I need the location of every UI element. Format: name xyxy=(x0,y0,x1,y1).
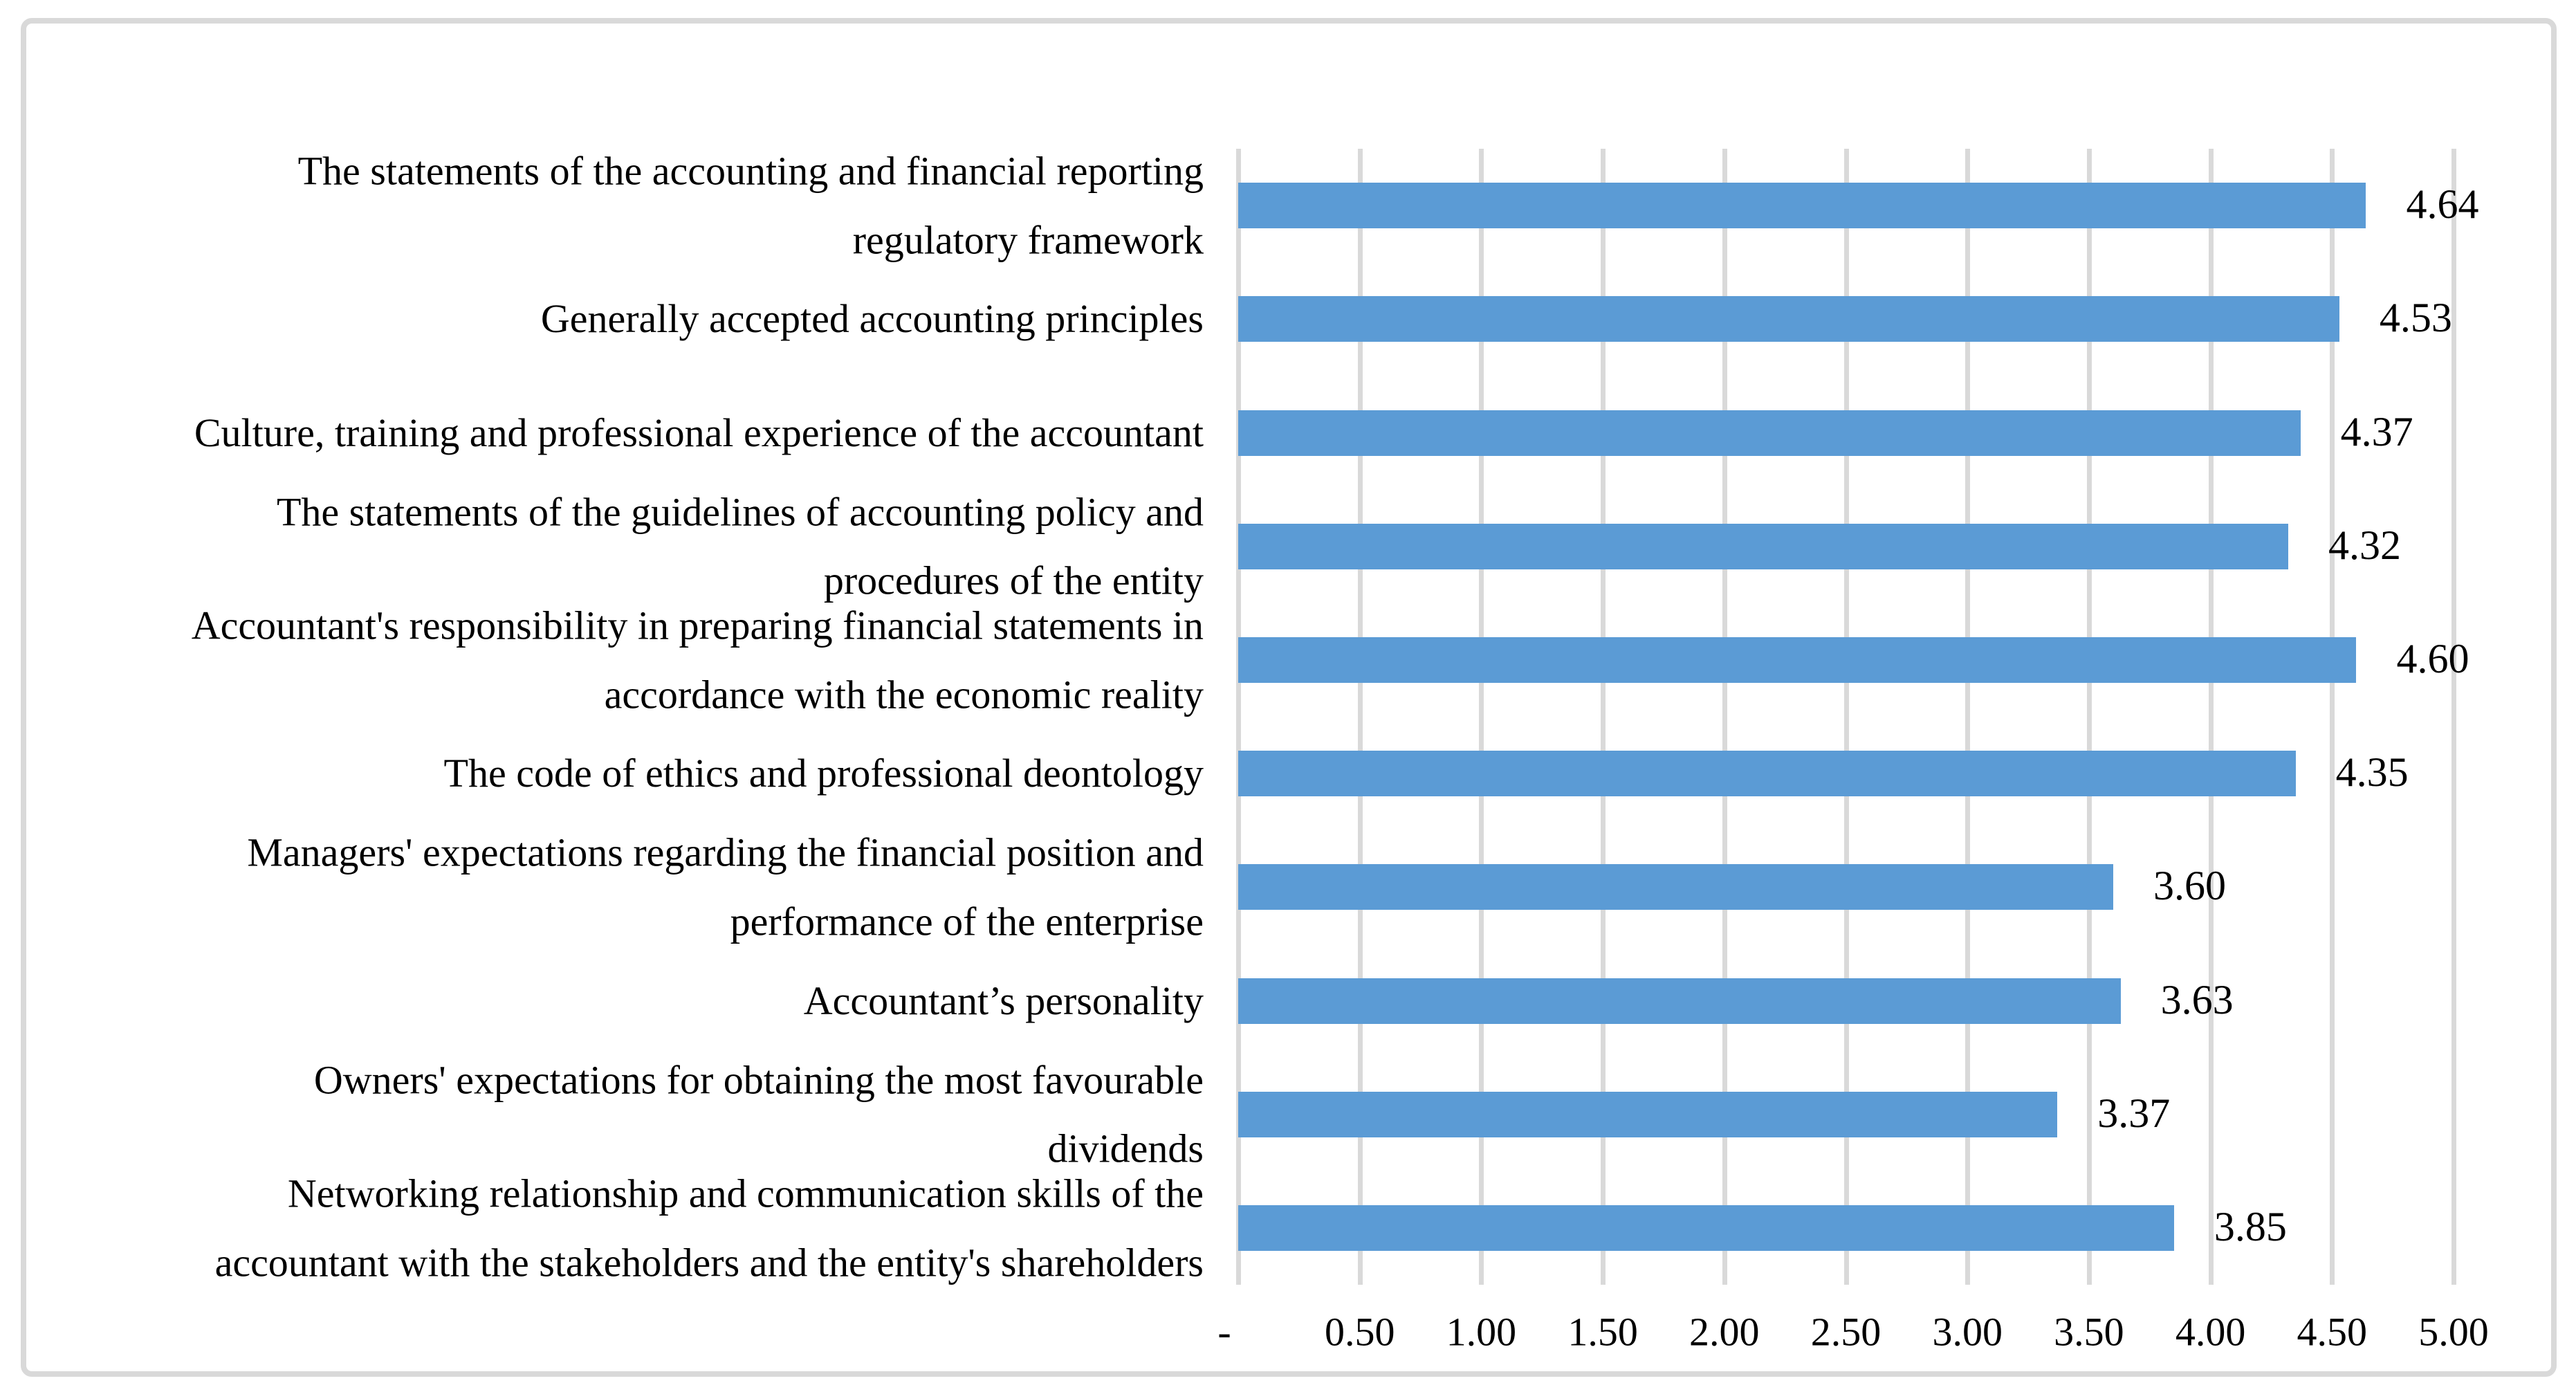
x-tick-label: 2.00 xyxy=(1689,1309,1760,1355)
x-tick-label: 5.00 xyxy=(2418,1309,2489,1355)
category-label: The statements of the accounting and fin… xyxy=(297,148,1204,263)
gridline xyxy=(2208,149,2214,1285)
bar xyxy=(1238,751,2296,797)
bar xyxy=(1238,410,2301,456)
bar-value-label: 4.37 xyxy=(2340,408,2413,455)
bar xyxy=(1238,523,2289,569)
bar-value-label: 4.60 xyxy=(2396,636,2469,682)
category-label: Culture, training and professional exper… xyxy=(194,410,1204,455)
bar xyxy=(1238,296,2339,342)
x-tick-label: 4.00 xyxy=(2175,1309,2246,1355)
gridline xyxy=(2086,149,2092,1285)
bar-value-label: 3.37 xyxy=(2097,1090,2171,1136)
gridline xyxy=(2330,149,2335,1285)
gridline xyxy=(1722,149,1727,1285)
gridline xyxy=(1479,149,1484,1285)
x-tick-label: 0.50 xyxy=(1324,1309,1395,1355)
bar-value-label: 4.35 xyxy=(2335,749,2409,796)
category-label: Owners' expectations for obtaining the m… xyxy=(313,1056,1204,1171)
gridline xyxy=(1601,149,1606,1285)
bar xyxy=(1238,1205,2174,1251)
bar xyxy=(1238,864,2114,910)
x-tick-label: 1.00 xyxy=(1446,1309,1517,1355)
x-tick-label: 2.50 xyxy=(1810,1309,1882,1355)
category-label: Accountant’s personality xyxy=(803,978,1204,1023)
gridline xyxy=(1236,149,1241,1285)
bar-value-label: 3.63 xyxy=(2160,976,2234,1023)
bar-value-label: 3.85 xyxy=(2214,1204,2287,1250)
category-label: Accountant's responsibility in preparing… xyxy=(191,603,1204,717)
gridline xyxy=(2451,149,2456,1285)
category-label: Generally accepted accounting principles xyxy=(540,296,1204,342)
category-label: Networking relationship and communicatio… xyxy=(214,1171,1204,1285)
category-label: The code of ethics and professional deon… xyxy=(443,751,1204,796)
bar-value-label: 4.53 xyxy=(2379,295,2452,341)
bar-value-label: 3.60 xyxy=(2153,863,2227,909)
chart-border-frame xyxy=(21,18,2557,1377)
bar xyxy=(1238,1091,2058,1137)
x-tick-label: 3.00 xyxy=(1932,1309,2003,1355)
x-tick-label: 1.50 xyxy=(1567,1309,1638,1355)
x-tick-label: 4.50 xyxy=(2297,1309,2368,1355)
x-tick-label: 3.50 xyxy=(2054,1309,2124,1355)
x-tick-label: - xyxy=(1217,1309,1231,1355)
category-label: Managers' expectations regarding the fin… xyxy=(247,830,1204,944)
bar-value-label: 4.32 xyxy=(2328,522,2402,568)
gridline xyxy=(1965,149,1971,1285)
bar xyxy=(1238,183,2366,229)
bar xyxy=(1238,637,2357,683)
bar xyxy=(1238,978,2121,1024)
bar-value-label: 4.64 xyxy=(2406,181,2479,228)
category-label: The statements of the guidelines of acco… xyxy=(276,488,1204,603)
gridline xyxy=(1357,149,1363,1285)
gridline xyxy=(1843,149,1849,1285)
